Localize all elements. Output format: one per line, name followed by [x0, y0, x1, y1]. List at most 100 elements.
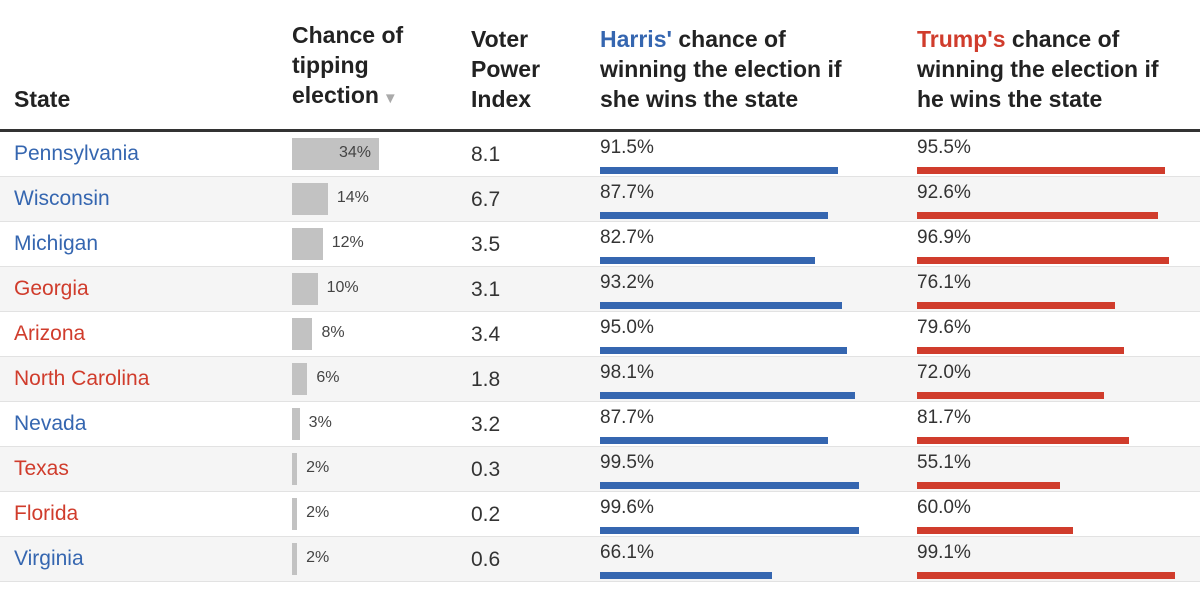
harris-chance-bar: [600, 167, 838, 174]
table-row: Michigan 12% 3.5 82.7% 96.9%: [0, 222, 1200, 267]
trump-chance-bar: [917, 392, 1105, 399]
trump-chance-label: 92.6%: [917, 182, 971, 203]
harris-chance-label: 82.7%: [600, 227, 654, 248]
trump-chance-label: 76.1%: [917, 272, 971, 293]
tipping-label: 6%: [316, 369, 340, 386]
table-row: Arizona 8% 3.4 95.0% 79.6%: [0, 312, 1200, 357]
trump-chance-label: 55.1%: [917, 452, 971, 473]
harris-chance-label: 91.5%: [600, 137, 654, 158]
tipping-label: 10%: [326, 279, 359, 296]
tipping-bar: [292, 453, 298, 485]
table-row: Virginia 2% 0.6 66.1% 99.1%: [0, 537, 1200, 582]
voter-power-index: 0.3: [471, 458, 501, 481]
harris-chance-label: 99.6%: [600, 497, 654, 518]
header-divider: [0, 129, 1200, 132]
tipping-bar: [292, 408, 300, 440]
header-harris[interactable]: Harris' chance of winning the election i…: [600, 24, 842, 114]
harris-chance-label: 95.0%: [600, 317, 654, 338]
trump-chance-bar: [917, 347, 1124, 354]
header-trump-name: Trump's: [917, 26, 1006, 52]
header-tipping-line-2: tipping: [292, 52, 369, 78]
tipping-label: 8%: [321, 324, 345, 341]
header-trump-line-3: he wins the state: [917, 86, 1103, 112]
tipping-bar: [292, 363, 308, 395]
state-name[interactable]: Pennsylvania: [14, 142, 139, 165]
state-name[interactable]: Wisconsin: [14, 187, 110, 210]
row-divider: [0, 311, 1200, 312]
harris-chance-label: 66.1%: [600, 542, 654, 563]
tipping-label: 2%: [306, 504, 330, 521]
voter-power-index: 3.5: [471, 233, 501, 256]
tipping-bar: [292, 138, 379, 170]
harris-chance-bar: [600, 347, 847, 354]
trump-chance-label: 96.9%: [917, 227, 971, 248]
header-vpi[interactable]: Voter Power Index: [471, 24, 540, 114]
header-tipping[interactable]: Chance of tipping election ▼: [292, 20, 403, 114]
harris-chance-label: 99.5%: [600, 452, 654, 473]
state-name[interactable]: Michigan: [14, 232, 99, 255]
trump-chance-bar: [917, 212, 1158, 219]
trump-chance-bar: [917, 527, 1073, 534]
tipping-label: 12%: [331, 234, 364, 251]
row-divider: [0, 266, 1200, 267]
header-vpi-line-3: Index: [471, 86, 532, 112]
voter-power-index: 8.1: [471, 143, 501, 166]
header-tipping-line-1: Chance of: [292, 22, 404, 48]
trump-chance-bar: [917, 437, 1130, 444]
header-state[interactable]: State: [14, 84, 70, 114]
sort-descending-icon: ▼: [382, 90, 398, 107]
tipping-label: 14%: [336, 189, 369, 206]
harris-chance-bar: [600, 302, 843, 309]
state-name[interactable]: North Carolina: [14, 367, 150, 390]
harris-chance-label: 87.7%: [600, 182, 654, 203]
tipping-bar: [292, 228, 323, 260]
harris-chance-label: 98.1%: [600, 362, 654, 383]
header-harris-name: Harris': [600, 26, 672, 52]
harris-chance-bar: [600, 437, 829, 444]
state-name[interactable]: Arizona: [14, 322, 86, 345]
header-trump[interactable]: Trump's chance of winning the election i…: [917, 24, 1159, 114]
trump-chance-bar: [917, 167, 1166, 174]
harris-chance-bar: [600, 212, 829, 219]
state-name[interactable]: Virginia: [14, 547, 84, 570]
voter-power-index: 1.8: [471, 368, 501, 391]
harris-chance-bar: [600, 527, 859, 534]
header-trump-line-2: winning the election if: [917, 56, 1159, 82]
row-divider: [0, 356, 1200, 357]
tipping-label: 3%: [308, 414, 332, 431]
header-state-label: State: [14, 86, 71, 112]
state-name[interactable]: Texas: [14, 457, 69, 480]
row-divider: [0, 176, 1200, 177]
header-trump-line-1: chance of: [1005, 26, 1120, 52]
tipping-bar: [292, 543, 298, 575]
header-harris-line-2: winning the election if: [600, 56, 842, 82]
header-harris-line-1: chance of: [671, 26, 786, 52]
trump-chance-label: 72.0%: [917, 362, 971, 383]
table-row: Wisconsin 14% 6.7 87.7% 92.6%: [0, 177, 1200, 222]
harris-chance-bar: [600, 392, 856, 399]
trump-chance-bar: [917, 572, 1175, 579]
state-name[interactable]: Nevada: [14, 412, 87, 435]
trump-chance-label: 79.6%: [917, 317, 971, 338]
tipping-bar: [292, 183, 328, 215]
voter-power-index: 3.2: [471, 413, 501, 436]
state-name[interactable]: Georgia: [14, 277, 89, 300]
trump-chance-label: 60.0%: [917, 497, 971, 518]
tipping-bar: [292, 318, 313, 350]
harris-chance-bar: [600, 482, 859, 489]
tipping-bar: [292, 498, 298, 530]
tipping-label: 34%: [339, 144, 372, 161]
trump-chance-bar: [917, 257, 1169, 264]
row-divider: [0, 536, 1200, 537]
header-vpi-line-1: Voter: [471, 26, 529, 52]
row-divider: [0, 446, 1200, 447]
state-name[interactable]: Florida: [14, 502, 79, 525]
trump-chance-bar: [917, 302, 1115, 309]
table-row: Nevada 3% 3.2 87.7% 81.7%: [0, 402, 1200, 447]
voter-power-index: 6.7: [471, 188, 501, 211]
harris-chance-bar: [600, 257, 816, 264]
tipping-label: 2%: [306, 549, 330, 566]
tipping-bar: [292, 273, 318, 305]
trump-chance-label: 81.7%: [917, 407, 971, 428]
